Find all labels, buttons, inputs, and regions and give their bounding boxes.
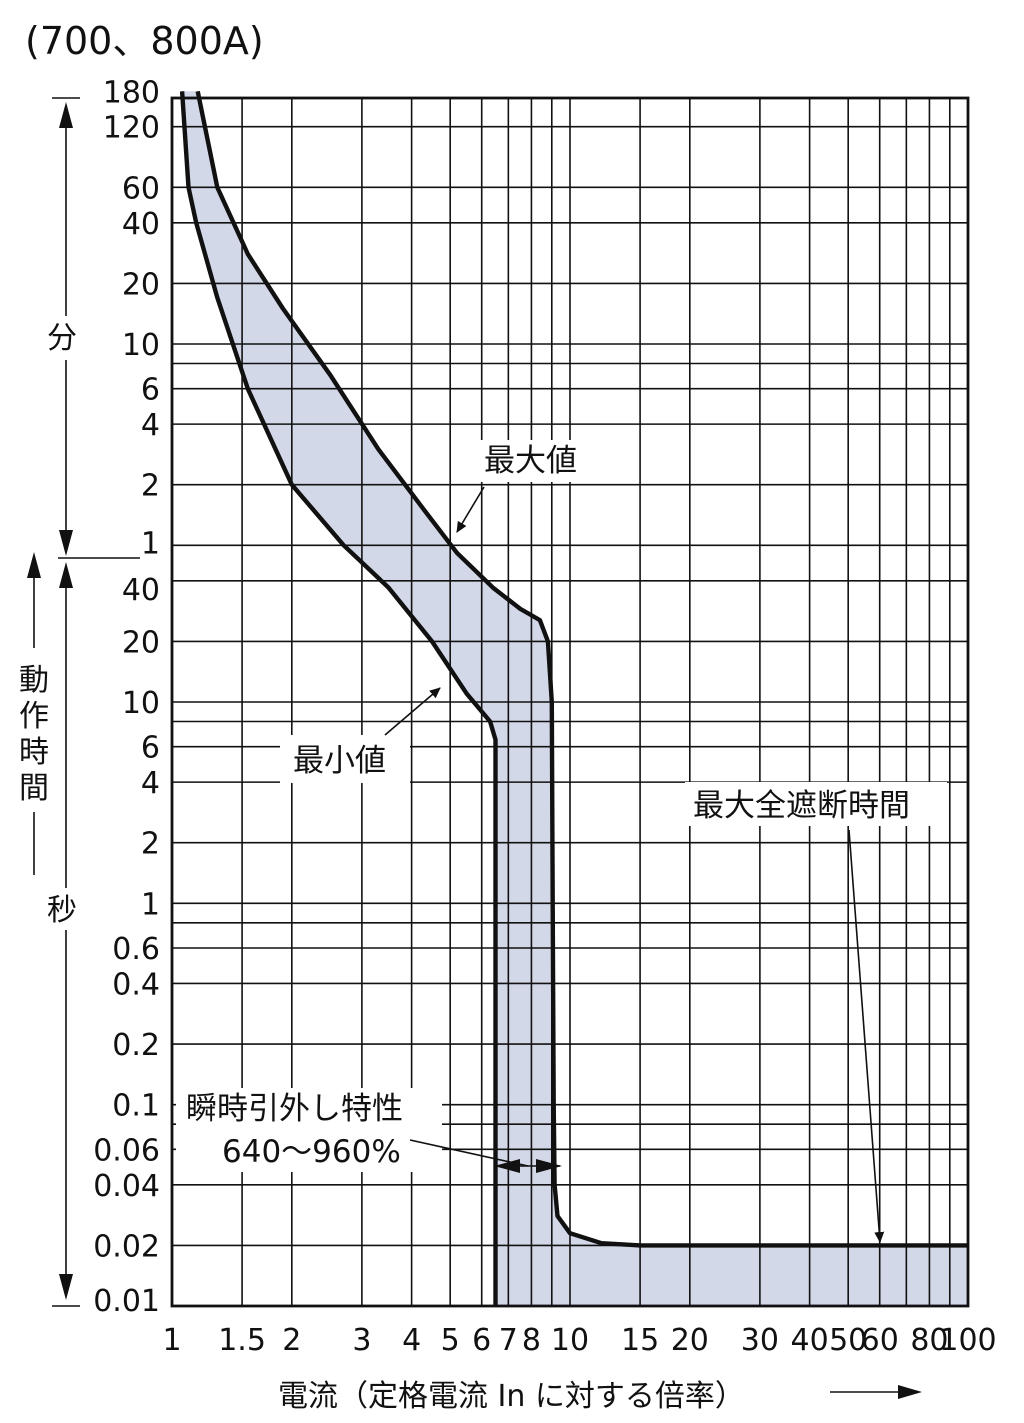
y-tick-labels: 1246102040601201800.010.020.040.060.10.2… (93, 75, 160, 1319)
x-tick: 40 (791, 1323, 829, 1358)
annotation-max-break-arrow (848, 829, 885, 1243)
x-tick: 4 (402, 1323, 421, 1358)
y-tick-seconds: 6 (141, 731, 160, 766)
y-tick-seconds: 0.02 (93, 1229, 160, 1264)
y-tick-seconds: 10 (122, 686, 160, 721)
y-tick-seconds: 0.04 (93, 1169, 160, 1204)
y-tick-minutes: 10 (122, 328, 160, 363)
x-tick: 10 (551, 1323, 589, 1358)
y-tick-minutes: 1 (141, 526, 160, 561)
y-tick-minutes: 180 (103, 75, 160, 110)
annotation-max-arrow (456, 486, 485, 533)
x-axis-label: 電流（定格電流 In に対する倍率） (278, 1379, 745, 1414)
y-tick-minutes: 6 (141, 373, 160, 408)
y-tick-seconds: 0.2 (112, 1028, 160, 1063)
plot-frame (170, 96, 970, 1308)
annotation-max-break-time: 最大全遮断時間 (693, 788, 910, 824)
y-tick-minutes: 120 (103, 111, 160, 146)
annotation-max-value: 最大値 (484, 443, 577, 479)
minutes-unit-label: 分 (47, 321, 77, 356)
x-tick: 60 (861, 1323, 899, 1358)
x-axis-arrowhead (898, 1385, 922, 1399)
series-min-curve (179, 91, 498, 1306)
y-tick-seconds: 0.06 (93, 1133, 160, 1168)
y-tick-seconds: 2 (141, 827, 160, 862)
curves (179, 90, 968, 1306)
annotation-instant-trip-range: 640～960% (222, 1134, 401, 1170)
y-tick-minutes: 2 (141, 469, 160, 504)
y-tick-seconds: 4 (141, 766, 160, 801)
y-tick-seconds: 40 (122, 573, 160, 608)
y-tick-seconds: 0.1 (112, 1089, 160, 1124)
y-tick-minutes: 60 (122, 171, 160, 206)
y-tick-minutes: 20 (122, 267, 160, 302)
seconds-unit-label: 秒 (47, 893, 77, 928)
y-tick-minutes: 4 (141, 408, 160, 443)
y-tick-seconds: 1 (141, 887, 160, 922)
x-tick: 15 (621, 1323, 659, 1358)
x-tick: 1.5 (218, 1323, 266, 1358)
x-tick: 7 (499, 1323, 518, 1358)
x-tick: 50 (829, 1323, 867, 1358)
chart-title: (700、800A) (25, 19, 264, 63)
annotation-instant-leader (409, 1139, 529, 1167)
x-tick: 100 (939, 1323, 996, 1358)
x-tick: 30 (741, 1323, 779, 1358)
x-tick: 2 (282, 1323, 301, 1358)
y-tick-minutes: 40 (122, 207, 160, 242)
y-tick-seconds: 0.6 (112, 932, 160, 967)
x-tick: 8 (522, 1323, 541, 1358)
annotation-instant-trip: 瞬時引外し特性 (186, 1091, 403, 1127)
annotation-min-value: 最小値 (293, 743, 386, 779)
y-axis-brackets (27, 97, 140, 1307)
series-max-curve (195, 90, 968, 1248)
annotation-min-arrow (384, 687, 441, 736)
x-tick: 80 (910, 1323, 948, 1358)
y-axis-label: 動作時間 (19, 663, 49, 806)
y-tick-seconds: 20 (122, 625, 160, 660)
x-tick: 5 (441, 1323, 460, 1358)
x-tick: 1 (162, 1323, 181, 1358)
y-tick-seconds: 0.01 (93, 1284, 160, 1319)
x-tick: 20 (671, 1323, 709, 1358)
x-tick: 6 (472, 1323, 491, 1358)
x-tick: 3 (352, 1323, 371, 1358)
y-tick-seconds: 0.4 (112, 967, 160, 1002)
